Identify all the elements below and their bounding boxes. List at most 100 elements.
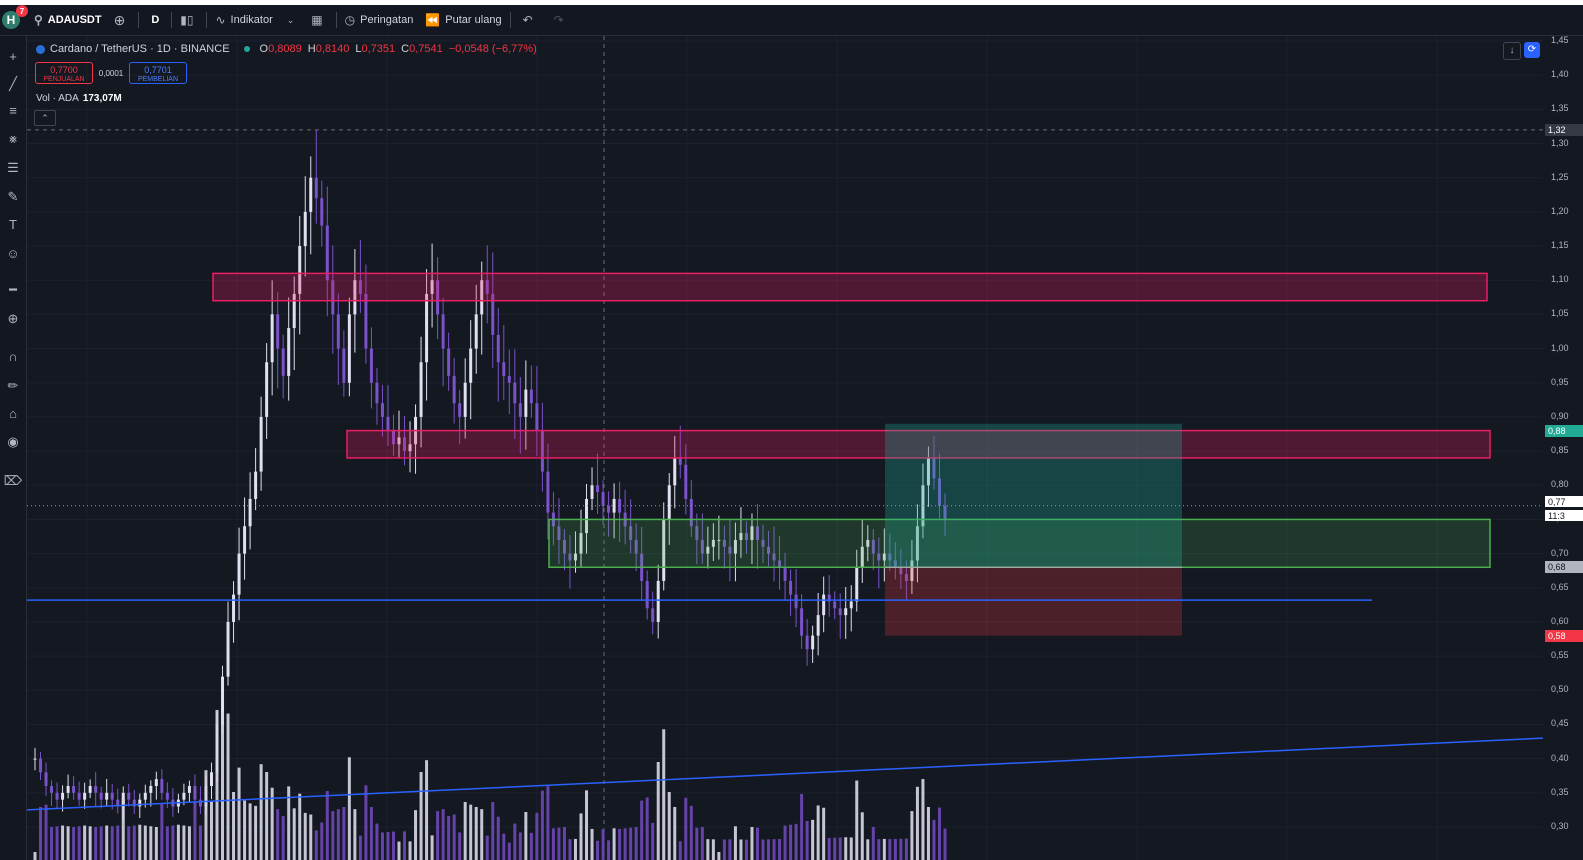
volume-bar — [403, 831, 407, 860]
chart-legend: Cardano / TetherUS · 1D · BINANCE O0,808… — [36, 43, 539, 55]
brush-icon[interactable]: ✎ — [7, 189, 19, 204]
ruler-icon[interactable]: ━ — [9, 282, 17, 297]
symbol-search[interactable]: ⚲ ADAUSDT — [28, 5, 108, 35]
volume-bar — [871, 827, 875, 860]
price-chart[interactable] — [27, 36, 1543, 860]
price-tick: 0,55 — [1551, 650, 1569, 661]
redo-button[interactable]: ↷ — [548, 5, 575, 35]
volume-bar — [55, 826, 59, 860]
candle-body — [309, 177, 313, 212]
volume-legend: Vol · ADA 173,07M — [36, 93, 122, 104]
replay-button[interactable]: ⏪ Putar ulang — [419, 5, 507, 35]
collapse-legend-button[interactable]: ⌃ — [34, 110, 56, 126]
candle-body — [441, 314, 445, 349]
avatar[interactable]: H 7 — [2, 5, 28, 29]
candle-body — [601, 492, 605, 506]
lock-draw-icon[interactable]: ✏ — [7, 378, 19, 393]
candle-body — [778, 560, 782, 568]
pattern-icon[interactable]: ⨳ — [8, 131, 18, 146]
lock-icon[interactable]: ⌂ — [9, 406, 17, 421]
candle-body — [888, 553, 892, 561]
layouts-button[interactable]: ▦ — [305, 5, 333, 35]
zoom-icon[interactable]: ⊕ — [7, 311, 19, 326]
candle-body — [347, 314, 351, 383]
volume-bar — [485, 835, 489, 860]
buy-button[interactable]: 0,7701 PEMBELIAN — [129, 62, 187, 84]
volume-bar — [656, 762, 660, 860]
interval-button[interactable]: D — [141, 5, 169, 35]
magnet-icon[interactable]: ∩ — [8, 349, 18, 364]
volume-bar — [441, 809, 445, 860]
candle-body — [899, 567, 903, 575]
candle-body — [535, 403, 539, 431]
candle-body — [336, 314, 340, 349]
volume-bar — [882, 838, 886, 860]
volume-bar — [755, 827, 759, 860]
current-price-label: 0,77 — [1545, 496, 1583, 508]
volume-bar — [579, 813, 583, 860]
volume-bar — [833, 837, 837, 860]
indicators-button[interactable]: ∿ Indikator ⌄ — [209, 5, 305, 35]
volume-bar — [623, 828, 627, 860]
candle-body — [265, 362, 269, 417]
plus-circle-icon: ⊕ — [113, 11, 126, 28]
volume-bar — [469, 804, 473, 860]
candle-body — [524, 389, 528, 417]
volume-bar — [849, 837, 853, 860]
sync-button[interactable]: ⟳ — [1524, 42, 1540, 58]
candle-body — [926, 457, 930, 486]
text-icon[interactable]: T — [9, 217, 17, 232]
candle-body — [44, 772, 48, 786]
candle-body — [722, 539, 726, 547]
crosshair-icon[interactable]: + — [9, 49, 17, 64]
horizontal-lines-icon[interactable]: ≡ — [9, 103, 17, 118]
candle-body — [226, 621, 230, 677]
trendline-icon[interactable]: ╱ — [9, 76, 17, 91]
compare-button[interactable]: ⊕ — [108, 5, 137, 35]
volume-bar — [893, 838, 897, 860]
volume-bar — [458, 832, 462, 860]
volume-bar — [342, 807, 346, 860]
trash-icon[interactable]: ⌦ — [3, 473, 23, 488]
price-tick: 0,50 — [1551, 684, 1569, 695]
volume-bar — [767, 839, 771, 860]
undo-button[interactable]: ↶ — [513, 5, 548, 35]
volume-bar — [761, 839, 765, 860]
volume-bar — [480, 809, 484, 860]
eye-icon[interactable]: ◉ — [7, 434, 19, 449]
volume-bar — [932, 819, 936, 860]
volume-value: 173,07M — [82, 93, 122, 104]
emoji-icon[interactable]: ☺ — [6, 246, 20, 261]
fib-icon[interactable]: ☰ — [7, 160, 19, 175]
download-button[interactable]: ↓ — [1503, 42, 1521, 60]
spread-value: 0,0001 — [98, 68, 124, 78]
volume-bar — [425, 760, 429, 860]
sell-button[interactable]: 0,7700 PENJUALAN — [35, 62, 93, 84]
candle-body — [132, 799, 136, 807]
candle-body — [651, 608, 655, 622]
alerts-button[interactable]: ◷ Peringatan — [339, 5, 420, 35]
volume-bar — [452, 814, 456, 860]
volume-bar — [822, 807, 826, 860]
candle-body — [915, 526, 919, 561]
price-axis[interactable]: 1,45 1,40 1,35 1,30 1,25 1,20 1,15 1,10 1,05 1,00… — [1543, 35, 1583, 860]
candle-body — [287, 328, 291, 376]
price-tick: 0,80 — [1551, 479, 1569, 490]
volume-bar — [739, 839, 743, 860]
volume-bar — [270, 787, 274, 860]
volume-bar — [198, 825, 202, 860]
bar-type-button[interactable]: ▮▯ — [174, 5, 204, 35]
candle-body — [689, 498, 693, 527]
volume-bar — [61, 825, 65, 860]
volume-bar — [33, 852, 37, 860]
candle-body — [391, 430, 395, 445]
candle-body — [458, 403, 462, 417]
candle-body — [403, 437, 407, 452]
volume-bar — [408, 841, 412, 860]
crosshair-price-label: 1,32 — [1545, 123, 1583, 136]
volume-bar — [463, 802, 467, 860]
symbol-label: ADAUSDT — [47, 14, 102, 26]
candle-body — [607, 505, 611, 513]
candle-body — [485, 280, 489, 294]
volume-bar — [303, 812, 307, 860]
